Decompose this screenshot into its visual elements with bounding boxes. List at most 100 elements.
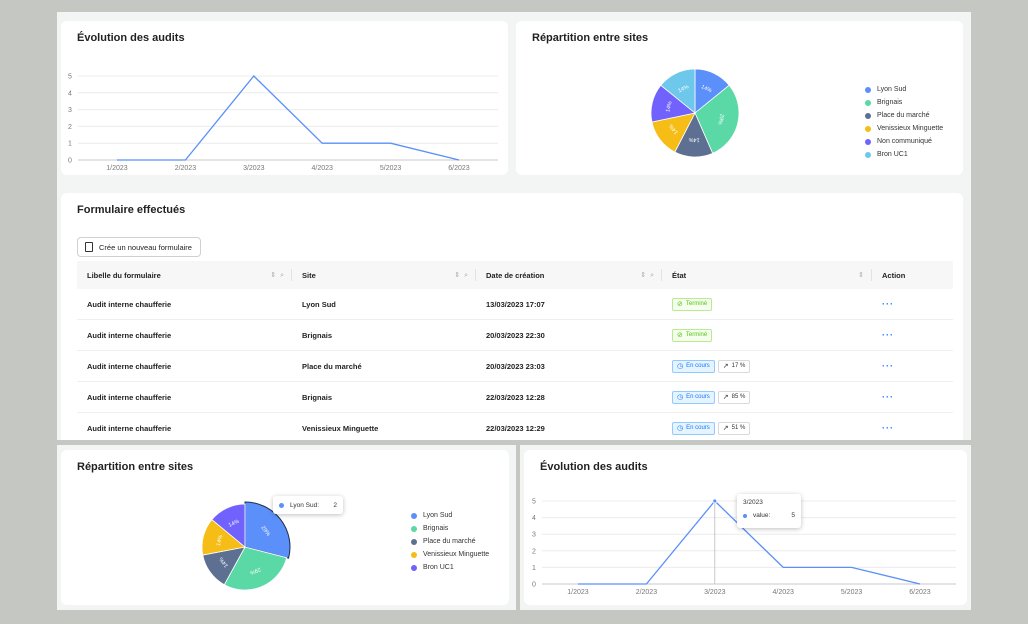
- dashboard-panel-bottom-right: Évolution des audits 0 1 2 3 4 5 1/2023 2/2023 3…: [520, 445, 971, 610]
- x-tick-label: 1/2023: [567, 589, 589, 596]
- legend-label: Non communiqué: [877, 138, 932, 145]
- table-row[interactable]: Audit interne chaufferie Venissieux Mingu…: [77, 412, 953, 440]
- table-row[interactable]: Audit interne chaufferie Place du marché 2…: [77, 350, 953, 382]
- column-header-date[interactable]: Date de création ⇕ ⌕: [476, 261, 662, 289]
- status-badge: ◷ En cours: [672, 421, 715, 435]
- series-line: [117, 75, 460, 161]
- tooltip-title: 3/2023: [743, 499, 763, 506]
- y-tick-label: 4: [532, 515, 536, 522]
- cell-site: Brignais: [292, 381, 476, 413]
- column-header-label: Libelle du formulaire: [87, 270, 161, 280]
- pie-legend: Lyon Sud Brignais Place du marché Venissieu…: [411, 509, 489, 574]
- pie-slice[interactable]: [211, 503, 246, 548]
- more-actions-button[interactable]: ···: [882, 392, 894, 402]
- legend-item[interactable]: Place du marché: [865, 109, 943, 122]
- pie-slice[interactable]: [660, 68, 696, 114]
- series-line: [578, 500, 921, 585]
- data-point: [712, 498, 718, 504]
- y-tick-label: 3: [68, 107, 72, 114]
- y-tick-label: 5: [532, 499, 536, 506]
- more-actions-button[interactable]: ···: [882, 361, 894, 371]
- new-form-button[interactable]: Crée un nouveau formulaire: [77, 237, 201, 257]
- legend-item[interactable]: Bron UC1: [865, 148, 943, 161]
- column-header-label: État: [672, 270, 687, 280]
- new-form-button-label: Crée un nouveau formulaire: [99, 242, 192, 252]
- repartition-card-top: Répartition entre sites 14% 29% 14% 14% 14% 1…: [516, 21, 963, 175]
- column-header-label: Action: [882, 270, 906, 280]
- cell-libelle: Audit interne chaufferie: [77, 289, 292, 320]
- clock-icon: ◷: [677, 363, 684, 370]
- legend-item[interactable]: Non communiqué: [865, 135, 943, 148]
- cell-site: Lyon Sud: [292, 289, 476, 320]
- x-tick-label: 5/2023: [841, 589, 863, 596]
- dashboard-panel-top: Évolution des audits 0 1 2 3 4 5 1/2023 2/2023 3…: [57, 12, 971, 440]
- pie-legend: Lyon Sud Brignais Place du marché Venissieu…: [865, 83, 943, 161]
- x-tick-label: 2/2023: [175, 165, 197, 172]
- column-divider: [291, 269, 292, 281]
- card-title: Formulaire effectués: [77, 204, 186, 216]
- legend-item[interactable]: Brignais: [411, 522, 489, 535]
- progress-badge: ↗ 85 %: [717, 390, 751, 404]
- legend-item[interactable]: Venissieux Minguette: [411, 548, 489, 561]
- cell-site: Venissieux Minguette: [292, 412, 476, 440]
- pie-slice[interactable]: [223, 546, 288, 591]
- column-header-site[interactable]: Site ⇕ ⌕: [292, 261, 476, 289]
- legend-label: Place du marché: [423, 538, 476, 545]
- table-row[interactable]: Audit interne chaufferie Brignais 22/03/20…: [77, 381, 953, 413]
- more-actions-button[interactable]: ···: [882, 423, 894, 433]
- table-row[interactable]: Audit interne chaufferie Brignais 20/03/20…: [77, 319, 953, 351]
- legend-item[interactable]: Brignais: [865, 96, 943, 109]
- slice-label: 14%: [228, 519, 241, 529]
- legend-marker: [865, 86, 871, 93]
- x-tick-label: 3/2023: [704, 589, 726, 596]
- sort-icon[interactable]: ⇕: [858, 272, 864, 279]
- legend-label: Lyon Sud: [877, 86, 907, 93]
- status-badge: ⊘ Terminé: [672, 297, 713, 311]
- more-actions-button[interactable]: ···: [882, 330, 894, 340]
- legend-marker: [865, 151, 871, 158]
- trend-up-icon: ↗: [722, 425, 729, 432]
- slice-label: 14%: [688, 136, 699, 142]
- legend-item[interactable]: Lyon Sud: [411, 509, 489, 522]
- pie-chart: 14% 29% 14% 14% 14% 14%: [650, 68, 740, 158]
- pie-slice[interactable]: [244, 501, 291, 559]
- column-header-libelle[interactable]: Libelle du formulaire ⇕ ⌕: [77, 261, 292, 289]
- sort-filter-icons[interactable]: ⇕ ⌕: [640, 272, 654, 279]
- line-chart: 0 1 2 3 4 5 1/2023 2/2023 3/2023 4/2023 5/2023 6/20…: [68, 74, 498, 172]
- legend-item[interactable]: Place du marché: [411, 535, 489, 548]
- pie-chart: 29%29%14%14%14%: [201, 501, 291, 591]
- legend-item[interactable]: Venissieux Minguette: [865, 122, 943, 135]
- sort-filter-icons[interactable]: ⇕ ⌕: [454, 272, 468, 279]
- table-row[interactable]: Audit interne chaufferie Lyon Sud 13/03/20…: [77, 289, 953, 320]
- check-circle-icon: ⊘: [677, 301, 683, 308]
- legend-marker: [865, 112, 871, 119]
- sort-filter-icons[interactable]: ⇕ ⌕: [270, 272, 284, 279]
- cell-date: 20/03/2023 22:30: [476, 319, 662, 351]
- pie-slice[interactable]: [694, 84, 740, 154]
- x-tick-label: 4/2023: [311, 165, 333, 172]
- more-actions-button[interactable]: ···: [882, 299, 894, 309]
- column-header-etat[interactable]: État ⇕: [662, 261, 872, 289]
- evolution-card-bottom: Évolution des audits 0 1 2 3 4 5 1/2023 2/2023 3…: [524, 450, 967, 605]
- legend-label: Venissieux Minguette: [423, 551, 490, 558]
- trend-up-icon: ↗: [722, 394, 729, 401]
- x-tick-label: 5/2023: [380, 165, 402, 172]
- column-divider: [871, 269, 872, 281]
- column-header-action: Action: [872, 261, 953, 289]
- clock-icon: ◷: [677, 425, 684, 432]
- y-tick-label: 2: [68, 124, 72, 131]
- cell-action: ···: [872, 381, 953, 413]
- legend-item[interactable]: Lyon Sud: [865, 83, 943, 96]
- tooltip-value: 5: [791, 512, 795, 519]
- legend-marker: [411, 551, 417, 558]
- x-tick-label: 6/2023: [909, 589, 931, 596]
- cell-libelle: Audit interne chaufferie: [77, 350, 292, 382]
- slice-label: 29%: [716, 113, 724, 125]
- clock-icon: ◷: [677, 394, 684, 401]
- y-tick-label: 4: [68, 90, 72, 97]
- legend-item[interactable]: Bron UC1: [411, 561, 489, 574]
- cell-action: ···: [872, 289, 953, 320]
- card-title: Répartition entre sites: [77, 461, 194, 473]
- cell-libelle: Audit interne chaufferie: [77, 412, 292, 440]
- legend-label: Lyon Sud: [423, 512, 453, 519]
